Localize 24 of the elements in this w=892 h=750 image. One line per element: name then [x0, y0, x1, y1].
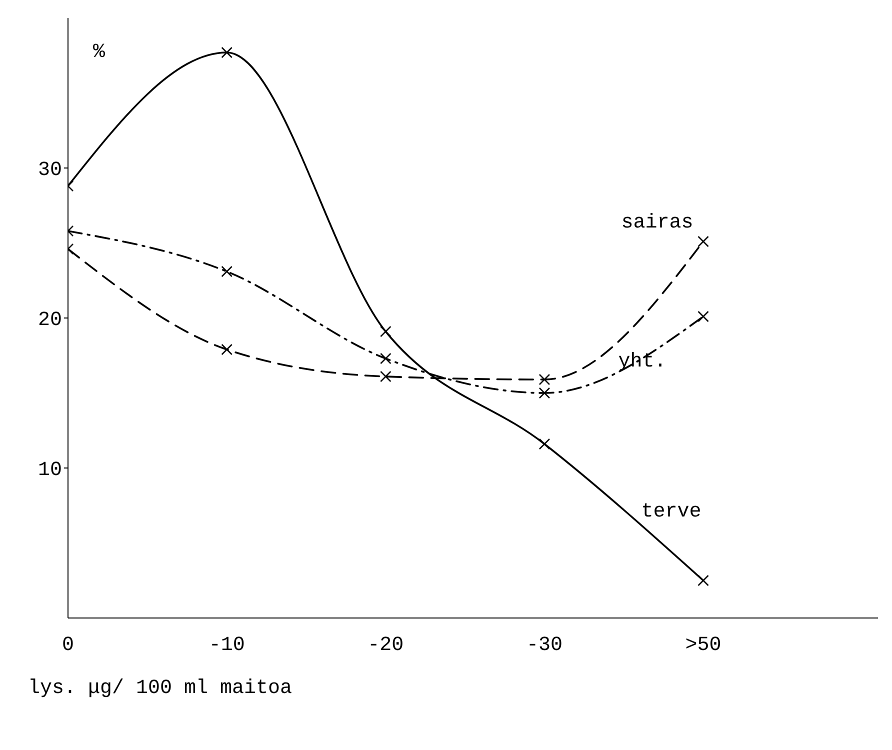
- point: [380, 370, 392, 382]
- point: [380, 352, 392, 364]
- x-tick-label: -10: [208, 634, 245, 658]
- y-tick-label: 30: [38, 159, 62, 182]
- series-label: terve: [641, 500, 702, 524]
- y-tick-label: 20: [38, 309, 62, 332]
- point: [698, 236, 709, 248]
- y-axis-title: %: [93, 41, 106, 64]
- x-tick-label: -20: [368, 634, 404, 658]
- point: [538, 438, 550, 450]
- x-axis-title: lys. μg/ 100 ml maitoa: [28, 677, 292, 700]
- x-tick-label: >50: [685, 634, 722, 658]
- series-label: sairas: [621, 212, 694, 234]
- x-tick-label: 0: [62, 634, 74, 658]
- point: [698, 574, 709, 586]
- x-tick-label: -30: [526, 634, 562, 658]
- point: [538, 387, 550, 399]
- point: [380, 326, 392, 338]
- point: [221, 266, 232, 278]
- point: [698, 310, 709, 322]
- y-tick-label: 10: [38, 459, 62, 482]
- point: [221, 46, 232, 58]
- point: [538, 374, 550, 386]
- point: [221, 344, 232, 356]
